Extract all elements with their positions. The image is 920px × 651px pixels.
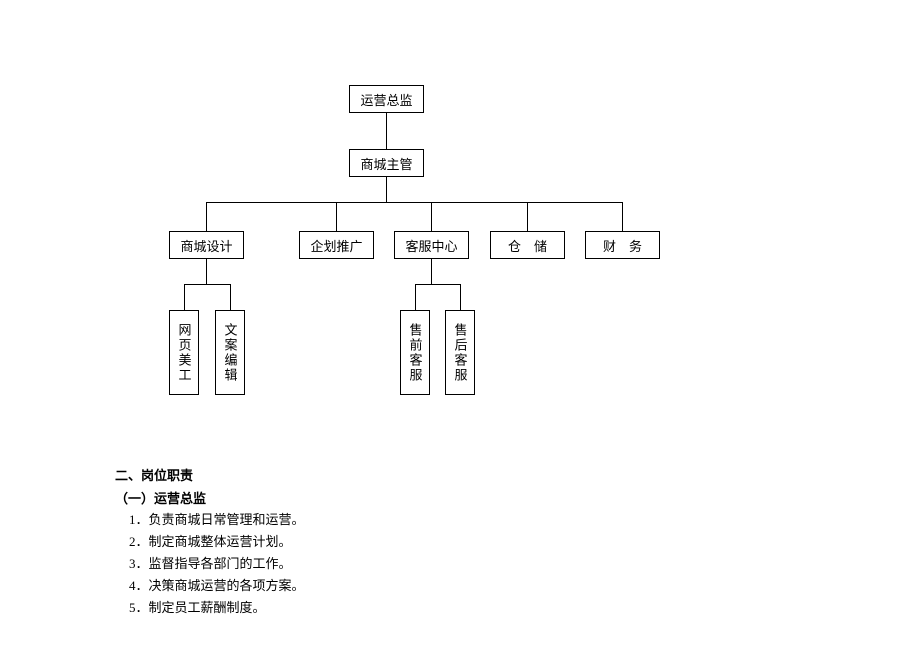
- list-item: 2．制定商城整体运营计划。: [129, 531, 305, 553]
- edge-to-d5: [622, 202, 623, 231]
- edge-to-l2: [230, 284, 231, 310]
- edge-to-d1: [206, 202, 207, 231]
- node-d1: 商城设计: [169, 231, 244, 259]
- sub-heading: （一）运营总监: [115, 488, 305, 507]
- edge-bus-d3: [415, 284, 460, 285]
- node-mgr: 商城主管: [349, 149, 424, 177]
- edge-bus-level3: [206, 202, 623, 203]
- node-d2: 企划推广: [299, 231, 374, 259]
- edge-mgr-down: [386, 177, 387, 202]
- edge-bus-d1: [184, 284, 230, 285]
- node-d4: 仓 储: [490, 231, 565, 259]
- text-block: 二、岗位职责 （一）运营总监 1．负责商城日常管理和运营。 2．制定商城整体运营…: [115, 465, 305, 619]
- list-item: 4．决策商城运营的各项方案。: [129, 575, 305, 597]
- edge-to-l1: [184, 284, 185, 310]
- node-l3: 售前客服: [400, 310, 430, 395]
- edge-d3-down: [431, 259, 432, 284]
- section-heading: 二、岗位职责: [115, 465, 305, 484]
- node-l1: 网页美工: [169, 310, 199, 395]
- edge-to-l4: [460, 284, 461, 310]
- node-l4: 售后客服: [445, 310, 475, 395]
- node-d5: 财 务: [585, 231, 660, 259]
- list-item: 3．监督指导各部门的工作。: [129, 553, 305, 575]
- edge-to-l3: [415, 284, 416, 310]
- edge-root-mgr: [386, 113, 387, 149]
- edge-to-d3: [431, 202, 432, 231]
- edge-to-d2: [336, 202, 337, 231]
- edge-d1-down: [206, 259, 207, 284]
- list-item: 1．负责商城日常管理和运营。: [129, 509, 305, 531]
- node-root: 运营总监: [349, 85, 424, 113]
- list-item: 5．制定员工薪酬制度。: [129, 597, 305, 619]
- edge-to-d4: [527, 202, 528, 231]
- node-l2: 文案编辑: [215, 310, 245, 395]
- node-d3: 客服中心: [394, 231, 469, 259]
